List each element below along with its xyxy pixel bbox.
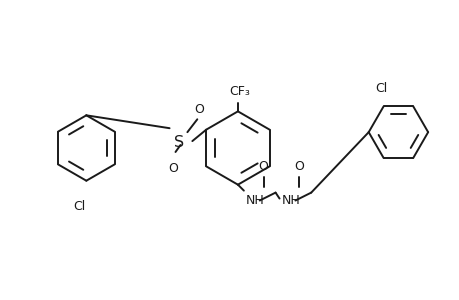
Text: Cl: Cl <box>375 82 387 94</box>
Text: O: O <box>194 103 204 116</box>
Text: CF₃: CF₃ <box>229 85 250 98</box>
Text: O: O <box>294 160 303 173</box>
Text: NH: NH <box>245 194 264 207</box>
Text: O: O <box>168 162 178 175</box>
Text: NH: NH <box>281 194 300 207</box>
Text: Cl: Cl <box>73 200 85 212</box>
Text: O: O <box>258 160 268 173</box>
Text: S: S <box>174 135 184 150</box>
